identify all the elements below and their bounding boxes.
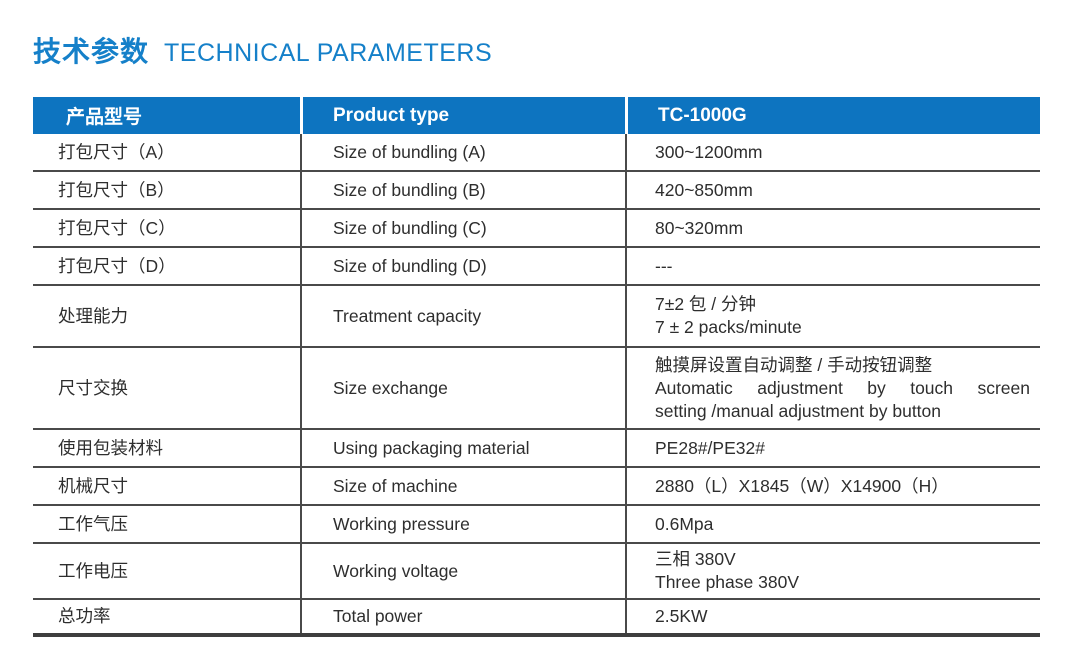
param-name-en: Working pressure bbox=[300, 506, 625, 542]
param-value: 0.6Mpa bbox=[625, 506, 1040, 542]
param-name-en: Working voltage bbox=[300, 544, 625, 598]
param-name-zh: 工作气压 bbox=[58, 513, 128, 534]
table-row: 打包尺寸（A） Size of bundling (A) 300~1200mm bbox=[33, 134, 1040, 172]
table-row: 工作气压 Working pressure 0.6Mpa bbox=[33, 506, 1040, 544]
param-name-en: Size of bundling (A) bbox=[300, 134, 625, 170]
param-name-zh: 总功率 bbox=[58, 606, 111, 626]
table-row: 打包尺寸（B） Size of bundling (B) 420~850mm bbox=[33, 172, 1040, 210]
param-value: 触摸屏设置自动调整 / 手动按钮调整 Automatic adjustment … bbox=[625, 348, 1040, 428]
param-name-zh: 尺寸交换 bbox=[58, 377, 128, 398]
table-header-row: 产品型号 Product type TC-1000G bbox=[33, 97, 1040, 134]
page-title-zh: 技术参数 bbox=[33, 36, 150, 67]
param-value: 2880（L）X1845（W）X14900（H） bbox=[625, 468, 1040, 504]
param-name-zh: 处理能力 bbox=[58, 305, 128, 326]
page-title: 技术参数 TECHNICAL PARAMETERS bbox=[33, 30, 492, 70]
param-name-en: Using packaging material bbox=[300, 430, 625, 466]
param-name-zh: 打包尺寸（B） bbox=[58, 179, 175, 200]
table-row: 使用包装材料 Using packaging material PE28#/PE… bbox=[33, 430, 1040, 468]
header-product-model-zh: 产品型号 bbox=[66, 107, 143, 128]
param-value: 80~320mm bbox=[625, 210, 1040, 246]
param-value: 7±2 包 / 分钟 7 ± 2 packs/minute bbox=[625, 286, 1040, 346]
param-value: --- bbox=[625, 248, 1040, 284]
param-value: PE28#/PE32# bbox=[625, 430, 1040, 466]
param-name-en: Size of bundling (B) bbox=[300, 172, 625, 208]
param-name-en: Total power bbox=[300, 600, 625, 633]
header-model-value: TC-1000G bbox=[625, 97, 1040, 134]
table-row: 打包尺寸（D） Size of bundling (D) --- bbox=[33, 248, 1040, 286]
table-row: 打包尺寸（C） Size of bundling (C) 80~320mm bbox=[33, 210, 1040, 248]
table-row: 处理能力 Treatment capacity 7±2 包 / 分钟 7 ± 2… bbox=[33, 286, 1040, 348]
param-name-zh: 使用包装材料 bbox=[58, 437, 163, 458]
param-name-zh: 工作电压 bbox=[58, 560, 128, 581]
param-value: 420~850mm bbox=[625, 172, 1040, 208]
param-name-en: Size of bundling (D) bbox=[300, 248, 625, 284]
technical-parameters-table: 产品型号 Product type TC-1000G 打包尺寸（A） Size … bbox=[33, 97, 1040, 637]
param-value: 2.5KW bbox=[625, 600, 1040, 633]
param-name-en: Size of bundling (C) bbox=[300, 210, 625, 246]
param-name-en: Size of machine bbox=[300, 468, 625, 504]
table-row: 总功率 Total power 2.5KW bbox=[33, 600, 1040, 637]
param-name-zh: 打包尺寸（D） bbox=[58, 255, 176, 276]
param-value: 三相 380V Three phase 380V bbox=[625, 544, 1040, 598]
header-product-type-en: Product type bbox=[300, 97, 625, 134]
table-row: 尺寸交换 Size exchange 触摸屏设置自动调整 / 手动按钮调整 Au… bbox=[33, 348, 1040, 430]
param-value: 300~1200mm bbox=[625, 134, 1040, 170]
param-name-en: Treatment capacity bbox=[300, 286, 625, 346]
table-row: 工作电压 Working voltage 三相 380V Three phase… bbox=[33, 544, 1040, 600]
page-title-en: TECHNICAL PARAMETERS bbox=[164, 39, 493, 67]
param-name-zh: 打包尺寸（A） bbox=[58, 141, 175, 162]
param-name-zh: 打包尺寸（C） bbox=[58, 217, 176, 238]
param-name-zh: 机械尺寸 bbox=[58, 475, 128, 496]
param-name-en: Size exchange bbox=[300, 348, 625, 428]
table-row: 机械尺寸 Size of machine 2880（L）X1845（W）X149… bbox=[33, 468, 1040, 506]
